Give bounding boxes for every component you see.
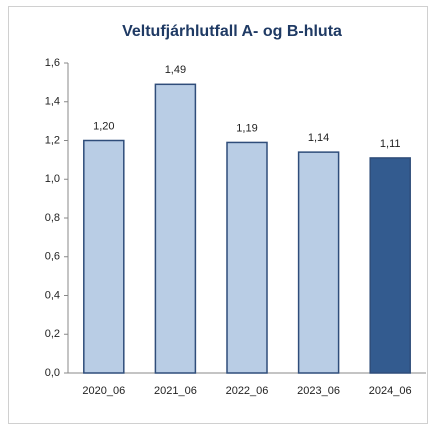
value-label: 1,14 <box>308 132 329 144</box>
y-tick-label: 0,4 <box>45 289 60 301</box>
y-tick-label: 1,4 <box>45 96 60 108</box>
x-tick-label: 2024_06 <box>369 385 412 397</box>
chart-frame <box>8 6 428 424</box>
y-tick-label: 0,8 <box>45 212 60 224</box>
x-tick-label: 2023_06 <box>297 385 340 397</box>
value-label: 1,11 <box>380 138 401 150</box>
bar <box>297 151 340 374</box>
bar <box>83 139 125 374</box>
x-tick-label: 2021_06 <box>154 385 197 397</box>
y-tick-label: 0,6 <box>45 251 60 263</box>
y-tick-label: 1,2 <box>45 134 60 146</box>
y-tick-label: 1,6 <box>45 57 60 69</box>
bar <box>369 157 411 374</box>
chart-title: Veltufjárhlutfall A- og B-hluta <box>122 23 342 40</box>
x-tick-label: 2022_06 <box>226 385 269 397</box>
y-tick-label: 0,2 <box>45 328 60 340</box>
y-tick-label: 1,0 <box>45 173 60 185</box>
y-tick-label: 0,0 <box>45 367 60 379</box>
bar <box>226 141 268 374</box>
x-tick-label: 2020_06 <box>82 385 125 397</box>
value-label: 1,20 <box>93 120 114 132</box>
bar <box>154 83 197 374</box>
value-label: 1,19 <box>236 122 257 134</box>
value-label: 1,49 <box>165 64 186 76</box>
